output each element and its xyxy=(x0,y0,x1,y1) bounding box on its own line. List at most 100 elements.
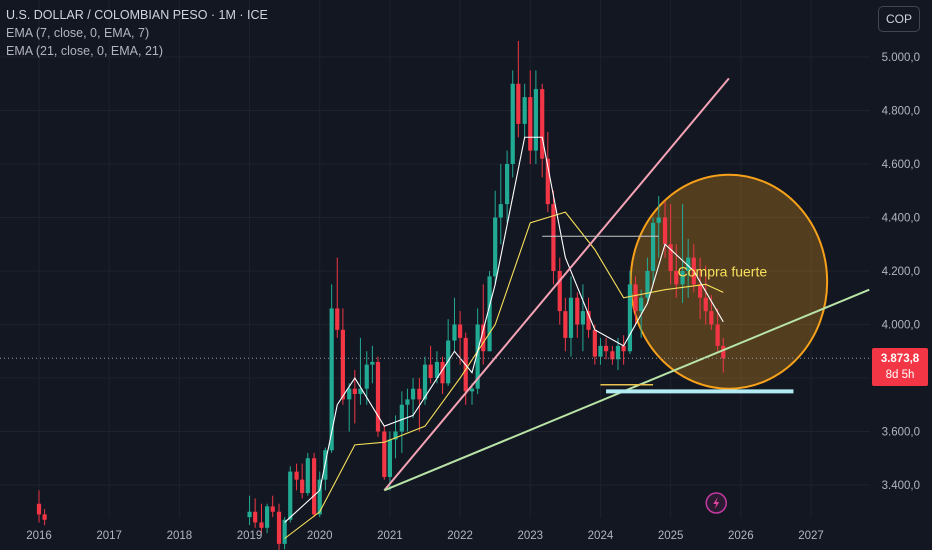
candle xyxy=(610,345,615,365)
candle-body xyxy=(347,388,352,400)
candle xyxy=(715,308,720,352)
candle-body xyxy=(516,83,521,124)
candle-body xyxy=(639,297,644,312)
y-tick-label: 4.800,0 xyxy=(882,106,920,118)
candle-body xyxy=(721,345,726,359)
ema-7-label[interactable]: EMA (7, close, 0, EMA, 7) xyxy=(6,26,150,40)
candle-body xyxy=(364,364,369,389)
candle-body xyxy=(568,297,574,338)
y-tick-label: 3.400,0 xyxy=(882,480,920,492)
candle-body xyxy=(259,522,264,528)
y-tick-label: 4.600,0 xyxy=(882,159,920,171)
candle-body xyxy=(335,308,340,330)
last-price-value: 3.873,8 xyxy=(880,353,920,365)
candle-body xyxy=(253,511,258,523)
candle-body xyxy=(510,83,515,164)
candle-body xyxy=(264,506,270,528)
candle xyxy=(428,345,433,384)
candle xyxy=(364,351,369,405)
x-tick-label: 2020 xyxy=(307,530,333,542)
candle xyxy=(312,452,317,518)
currency-button[interactable]: COP xyxy=(878,6,920,32)
annotation-compra-fuerte: Compra fuerte xyxy=(678,263,768,279)
ema-21-label[interactable]: EMA (21, close, 0, EMA, 21) xyxy=(6,44,164,58)
symbol-title[interactable]: U.S. DOLLAR / COLOMBIAN PESO · 1M · ICE xyxy=(6,8,268,22)
candle-body xyxy=(598,345,603,357)
candle xyxy=(387,431,393,491)
candle xyxy=(259,503,264,534)
candle-body xyxy=(276,511,282,544)
candle-body xyxy=(247,511,252,518)
lightning-icon-bolt xyxy=(713,497,720,509)
candle xyxy=(487,271,492,352)
candle xyxy=(253,498,258,528)
candle xyxy=(440,356,445,395)
candle xyxy=(633,276,638,325)
candle-body xyxy=(674,271,679,285)
y-tick-label: 3.600,0 xyxy=(882,427,920,439)
candle xyxy=(498,164,503,245)
candle-body xyxy=(498,204,503,218)
candle-body xyxy=(317,479,322,515)
candle xyxy=(481,284,486,365)
candle-body xyxy=(481,324,486,352)
candle-body xyxy=(698,284,703,298)
candle xyxy=(528,70,533,164)
candle xyxy=(300,463,305,499)
candle-body xyxy=(545,158,550,205)
candle-body xyxy=(410,388,416,400)
candle xyxy=(721,337,726,373)
candle-body xyxy=(487,276,492,352)
x-tick-label: 2027 xyxy=(798,530,824,542)
candle-body xyxy=(387,439,393,477)
x-tick-label: 2026 xyxy=(728,530,754,542)
candle-body xyxy=(375,361,381,432)
candle-body xyxy=(603,345,609,352)
candle-body xyxy=(42,514,47,520)
candle xyxy=(533,70,538,164)
candle-body xyxy=(329,308,334,451)
candle-body xyxy=(382,431,387,477)
candle-body xyxy=(621,345,626,352)
candle-body xyxy=(434,361,440,378)
candle-body xyxy=(680,271,685,285)
candle-body xyxy=(282,519,287,544)
candle xyxy=(329,284,334,453)
candle xyxy=(598,337,603,365)
candle xyxy=(382,426,387,480)
candle-body xyxy=(305,458,310,494)
y-tick-label: 4.000,0 xyxy=(882,320,920,332)
candle xyxy=(270,495,275,518)
candle-body xyxy=(358,388,363,395)
candle-body xyxy=(551,204,556,271)
last-price-tag: 3.873,8 8d 5h xyxy=(872,348,928,386)
candle xyxy=(493,190,498,285)
candle-body xyxy=(300,479,305,494)
candle xyxy=(276,503,282,550)
candle-body xyxy=(645,271,650,298)
candle-body xyxy=(370,361,375,365)
candle xyxy=(563,297,568,352)
candle xyxy=(621,335,626,365)
candle-body xyxy=(575,297,580,325)
candle-body xyxy=(586,311,591,330)
candle xyxy=(264,503,270,534)
candle-body xyxy=(452,324,457,341)
candle xyxy=(686,238,691,298)
lightning-icon[interactable] xyxy=(705,492,728,514)
candle xyxy=(410,378,416,419)
candle xyxy=(575,292,580,338)
candle-body xyxy=(563,311,568,338)
candle xyxy=(358,337,363,405)
chart-legend: U.S. DOLLAR / COLOMBIAN PESO · 1M · ICE … xyxy=(6,6,268,60)
candle xyxy=(698,257,703,320)
x-tick-label: 2022 xyxy=(447,530,473,542)
candle-body xyxy=(580,311,586,325)
candle xyxy=(580,284,586,352)
candle xyxy=(247,495,252,526)
candle xyxy=(662,201,668,258)
candle-body xyxy=(340,329,345,400)
candle-body xyxy=(312,458,317,515)
